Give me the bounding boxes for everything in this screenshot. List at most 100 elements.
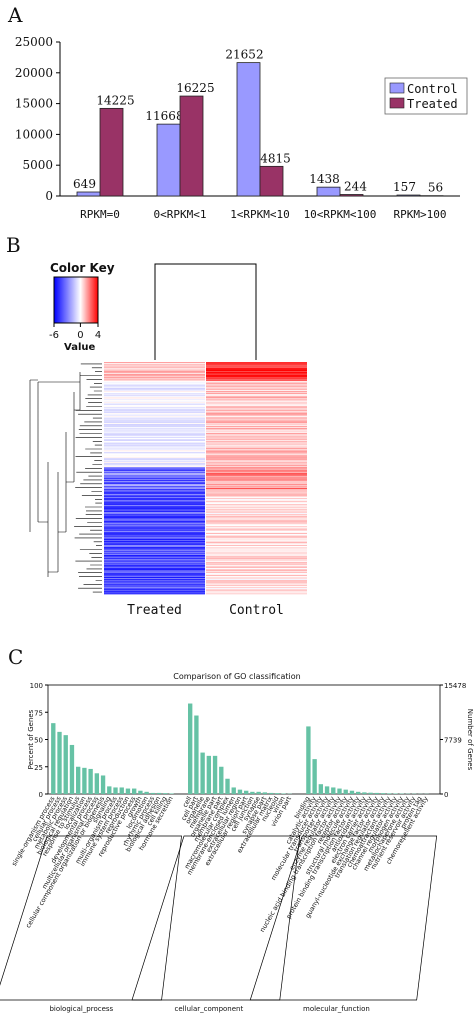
go-bar	[101, 775, 105, 794]
go-bar	[107, 786, 111, 794]
panel-label-b: B	[6, 233, 21, 257]
bar-treated	[260, 166, 283, 196]
y-tick-label: 0	[45, 189, 53, 203]
go-bar	[356, 792, 360, 794]
go-bar	[132, 789, 136, 794]
legend-swatch	[390, 98, 404, 108]
go-bar	[256, 792, 260, 794]
group-bracket	[0, 836, 182, 1000]
go-bar	[57, 732, 61, 794]
y-tick-label: 10000	[15, 127, 53, 141]
y-tick-label: 25	[34, 764, 43, 772]
go-bar	[375, 793, 379, 794]
data-label: 14225	[96, 93, 134, 107]
x-tick-label: 1<RPKM<10	[230, 208, 290, 221]
go-bar	[194, 716, 198, 794]
y-axis-label-right: Number of Genes	[466, 709, 474, 771]
go-classification-chart: C Comparison of GO classification 025507…	[0, 640, 474, 1016]
legend-entry: Control	[407, 82, 458, 96]
go-bar	[219, 767, 223, 794]
y-tick-label: 100	[30, 682, 43, 690]
go-bar	[344, 790, 348, 794]
go-bar	[387, 793, 391, 794]
heatmap-cells	[104, 362, 307, 594]
y-tick-label: 15000	[15, 97, 53, 111]
data-label: 16225	[176, 81, 214, 95]
go-bar	[138, 791, 142, 794]
y-tick-label: 75	[34, 709, 43, 717]
data-label: 1438	[309, 172, 340, 186]
go-bar	[350, 791, 354, 794]
x-tick-label: 10<RPKM<100	[304, 208, 377, 221]
group-bracket	[132, 836, 300, 1000]
go-bar	[232, 787, 236, 794]
legend-swatch	[390, 83, 404, 93]
go-bar	[188, 704, 192, 794]
panel-label-a: A	[7, 3, 23, 27]
go-bar	[126, 789, 130, 794]
plot-frame	[48, 685, 440, 794]
heatmap-column-label: Control	[229, 603, 284, 618]
go-bar	[88, 769, 92, 794]
row-dendrogram	[30, 364, 102, 592]
bar-treated	[180, 96, 203, 196]
bar-treated	[420, 196, 443, 197]
heatmap-column-labels: Treated Control	[127, 603, 284, 618]
go-bar	[368, 793, 372, 794]
bars	[51, 704, 429, 794]
go-bar	[238, 790, 242, 794]
go-bar	[275, 793, 279, 794]
go-bar	[76, 767, 80, 794]
data-label: 244	[344, 179, 367, 193]
go-bar	[312, 759, 316, 794]
go-bar	[95, 773, 99, 794]
group-label: cellular_component	[175, 1005, 244, 1013]
y-tick-label-right: 7739	[444, 737, 462, 745]
bar-treated	[340, 194, 363, 196]
y-tick-label: 50	[34, 737, 43, 745]
go-bar	[281, 793, 285, 794]
chart-title: Comparison of GO classification	[173, 672, 300, 681]
x-tick-label: 0<RPKM<1	[154, 208, 207, 221]
y-tick-label-right: 15478	[444, 682, 466, 690]
go-bar	[381, 793, 385, 794]
go-bar	[64, 735, 68, 794]
color-key-title: Color Key	[50, 261, 115, 275]
y-tick-label: 20000	[15, 66, 53, 80]
heatmap-cell-control	[206, 593, 307, 594]
go-bar	[306, 726, 310, 794]
go-bar	[51, 723, 55, 794]
go-bar	[120, 787, 124, 794]
go-bar	[82, 768, 86, 794]
go-bar	[331, 787, 335, 794]
color-key-value-label: Value	[64, 342, 95, 353]
bar-control	[237, 63, 260, 196]
y-tick-label-right: 0	[444, 791, 448, 799]
color-key-tick-label: 0	[77, 330, 83, 341]
go-bar	[200, 753, 204, 794]
go-bar	[207, 756, 211, 794]
legend-entry: Treated	[407, 97, 458, 111]
data-label: 11668	[145, 109, 183, 123]
y-tick-label: 25000	[15, 35, 53, 49]
heatmap-column-label: Treated	[127, 603, 182, 618]
go-bar	[151, 793, 155, 794]
go-bar	[213, 756, 217, 794]
data-label: 649	[73, 177, 96, 191]
color-key-tick-label: 4	[95, 330, 101, 341]
x-tick-label: RPKM>100	[394, 208, 447, 221]
go-bar	[113, 787, 117, 794]
y-tick-label: 5000	[22, 158, 53, 172]
group-label: biological_process	[49, 1005, 113, 1013]
go-bar	[337, 789, 341, 794]
go-bar	[319, 784, 323, 794]
bar-control	[77, 192, 100, 196]
